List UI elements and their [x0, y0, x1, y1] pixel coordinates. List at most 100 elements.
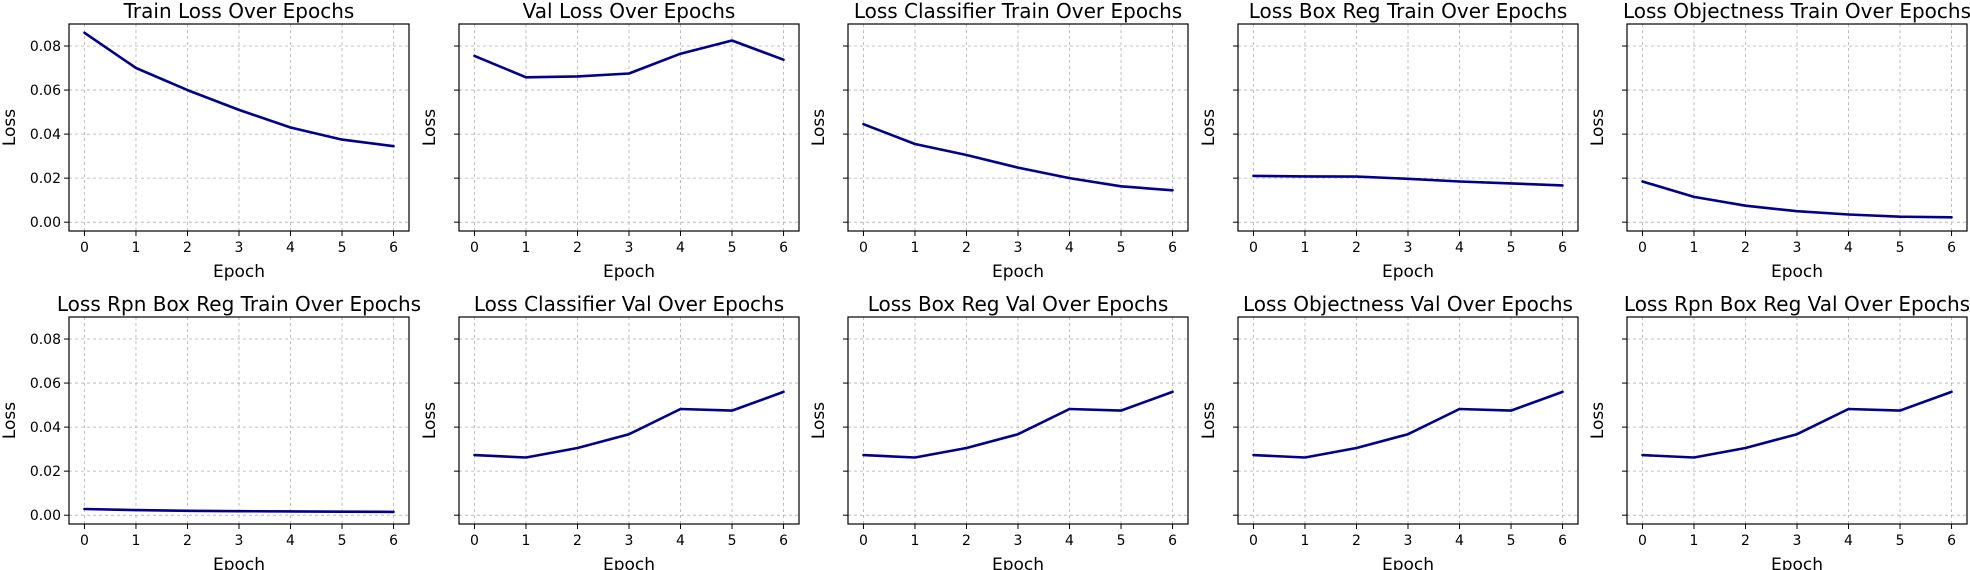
x-tick-label: 3 — [235, 533, 244, 549]
x-tick-label: 6 — [389, 533, 398, 549]
x-tick-label: 2 — [573, 240, 582, 256]
y-tick-label: 0.06 — [30, 376, 61, 392]
subplot-title: Val Loss Over Epochs — [523, 0, 736, 23]
x-tick-label: 5 — [728, 240, 737, 256]
x-tick-label: 2 — [962, 533, 971, 549]
y-tick-label: 0.02 — [30, 464, 61, 480]
x-tick-label: 1 — [911, 533, 920, 549]
x-tick-label: 0 — [470, 533, 479, 549]
x-tick-label: 3 — [625, 533, 634, 549]
y-axis-label: Loss — [809, 402, 829, 439]
x-tick-label: 4 — [676, 533, 685, 549]
x-tick-label: 6 — [779, 240, 788, 256]
x-tick-label: 0 — [470, 240, 479, 256]
x-tick-label: 4 — [676, 240, 685, 256]
x-tick-label: 4 — [1844, 240, 1853, 256]
loss-series-line — [83, 507, 395, 514]
x-axis-label: Epoch — [603, 262, 655, 282]
x-tick-label: 4 — [1844, 533, 1853, 549]
loss-series-line — [1641, 180, 1953, 219]
subplot-10: 0 1 2 3 4 5 6 Loss Rpn Box Reg Val Over Epochs E… — [1588, 292, 1970, 570]
x-tick-label: 3 — [235, 240, 244, 256]
x-tick-label: 1 — [1301, 533, 1310, 549]
x-tick-label: 5 — [338, 240, 347, 256]
x-tick-label: 1 — [132, 240, 141, 256]
x-tick-label: 6 — [1558, 240, 1567, 256]
x-tick-label: 6 — [779, 533, 788, 549]
subplot-3: 0 1 2 3 4 5 6 Loss Classifier Train Over Epochs… — [809, 0, 1189, 282]
y-tick-label: 0.04 — [30, 420, 61, 436]
x-tick-label: 0 — [1638, 533, 1647, 549]
y-tick-label: 0.00 — [30, 508, 61, 524]
x-axis-label: Epoch — [1771, 555, 1823, 570]
subplot-title: Loss Objectness Train Over Epochs — [1623, 0, 1970, 23]
plot-frame — [68, 316, 410, 525]
loss-series-line — [83, 31, 395, 148]
x-tick-label: 3 — [1404, 533, 1413, 549]
x-tick-label: 1 — [1690, 240, 1699, 256]
x-axis-label: Epoch — [1382, 262, 1434, 282]
y-axis-label: Loss — [420, 402, 440, 439]
x-tick-label: 5 — [728, 533, 737, 549]
x-tick-label: 5 — [1896, 533, 1905, 549]
x-tick-label: 0 — [80, 240, 89, 256]
x-tick-label: 1 — [522, 533, 531, 549]
y-axis-label: Loss — [1199, 402, 1219, 439]
x-tick-label: 2 — [183, 240, 192, 256]
x-tick-label: 0 — [1249, 533, 1258, 549]
x-tick-label: 2 — [1741, 240, 1750, 256]
y-axis-label: Loss — [1588, 402, 1608, 439]
subplot-title: Loss Objectness Val Over Epochs — [1243, 292, 1573, 316]
x-axis-label: Epoch — [213, 262, 265, 282]
plot-frame — [847, 23, 1189, 232]
subplot-4: 0 1 2 3 4 5 6 Loss Box Reg Train Over Epochs Epo… — [1199, 0, 1579, 282]
y-axis-label: Loss — [1588, 109, 1608, 146]
x-tick-label: 4 — [286, 533, 295, 549]
plot-frame — [458, 23, 800, 232]
y-axis-label: Loss — [420, 109, 440, 146]
subplot-6: 0 1 2 3 4 5 6 0.00 0.02 0.04 0.06 0.08 Loss Rpn Box … — [0, 292, 421, 570]
subplot-title: Loss Classifier Train Over Epochs — [854, 0, 1182, 23]
x-tick-label: 4 — [1065, 240, 1074, 256]
x-tick-label: 5 — [1896, 240, 1905, 256]
plot-frame — [1237, 316, 1579, 525]
x-tick-label: 1 — [1690, 533, 1699, 549]
x-tick-label: 6 — [389, 240, 398, 256]
x-tick-label: 5 — [1507, 533, 1516, 549]
x-axis-label: Epoch — [1771, 262, 1823, 282]
subplot-title: Loss Box Reg Val Over Epochs — [868, 292, 1169, 316]
y-axis-label: Loss — [0, 402, 20, 439]
subplot-title: Loss Classifier Val Over Epochs — [474, 292, 784, 316]
loss-series-line — [1252, 390, 1564, 459]
subplot-9: 0 1 2 3 4 5 6 Loss Objectness Val Over Epochs Ep… — [1199, 292, 1579, 570]
x-tick-label: 2 — [1352, 240, 1361, 256]
subplot-title: Loss Rpn Box Reg Val Over Epochs — [1624, 292, 1970, 316]
x-tick-label: 3 — [1014, 533, 1023, 549]
x-tick-label: 2 — [573, 533, 582, 549]
plot-frame — [458, 316, 800, 525]
plot-frame — [1237, 23, 1579, 232]
x-tick-label: 0 — [1249, 240, 1258, 256]
x-tick-label: 1 — [1301, 240, 1310, 256]
y-tick-label: 0.00 — [30, 215, 61, 231]
x-tick-label: 0 — [80, 533, 89, 549]
x-tick-label: 4 — [286, 240, 295, 256]
y-tick-label: 0.08 — [30, 332, 61, 348]
y-tick-label: 0.06 — [30, 83, 61, 99]
x-axis-label: Epoch — [992, 262, 1044, 282]
x-tick-label: 3 — [1404, 240, 1413, 256]
x-tick-label: 0 — [859, 240, 868, 256]
plot-frame — [1626, 316, 1968, 525]
subplot-8: 0 1 2 3 4 5 6 Loss Box Reg Val Over Epochs Epoch… — [809, 292, 1189, 570]
x-tick-label: 3 — [1793, 240, 1802, 256]
x-tick-label: 5 — [1117, 533, 1126, 549]
plot-frame — [1626, 23, 1968, 232]
loss-series-line — [1641, 390, 1953, 459]
subplot-title: Loss Box Reg Train Over Epochs — [1249, 0, 1568, 23]
x-tick-label: 0 — [1638, 240, 1647, 256]
y-tick-label: 0.04 — [30, 127, 61, 143]
x-tick-label: 1 — [522, 240, 531, 256]
x-tick-label: 4 — [1065, 533, 1074, 549]
x-tick-label: 2 — [1741, 533, 1750, 549]
